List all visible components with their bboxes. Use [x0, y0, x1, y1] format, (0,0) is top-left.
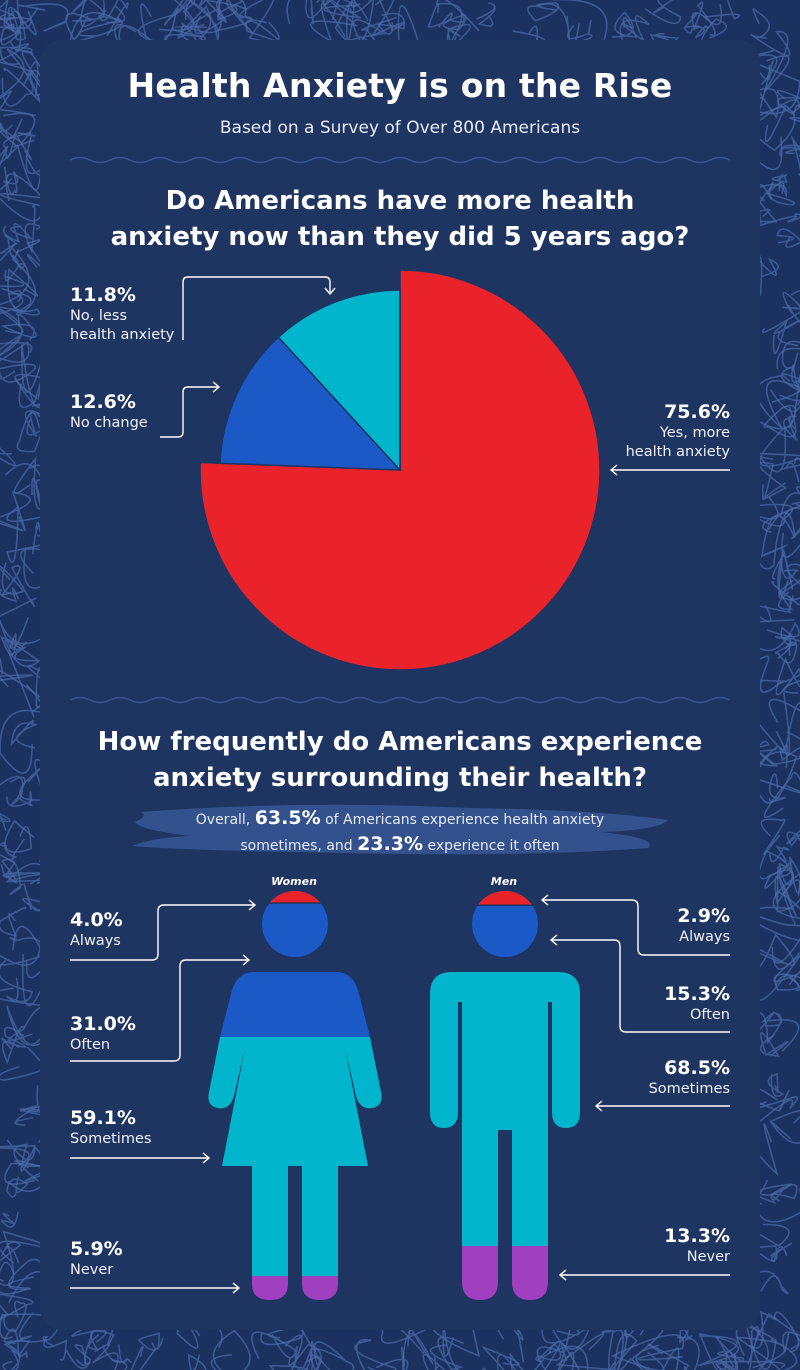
pie-category-no-less-line1: No, less: [70, 308, 127, 324]
pie-arrowhead-no-change: [212, 381, 221, 393]
pie-label-no-change: 12.6% No change: [70, 390, 148, 433]
pie-label-no-less: 11.8% No, less health anxiety: [70, 283, 174, 345]
men-never-category: Never: [686, 1249, 730, 1265]
pie-callout-no-change: [160, 386, 218, 438]
women-sometimes-category: Sometimes: [70, 1131, 152, 1147]
pie-question-line1: Do Americans have more health: [165, 186, 635, 216]
overall-summary: Overall, 63.5% of Americans experience h…: [0, 806, 800, 858]
men-always-callout-arrowhead: [540, 894, 549, 906]
infographic-card: [40, 40, 760, 1330]
men-sometimes-callout-arrowhead: [594, 1100, 603, 1112]
women-never-label: 5.9% Never: [70, 1237, 123, 1280]
women-sometimes-callout-arrowhead: [202, 1152, 211, 1164]
women-sometimes-value: 59.1%: [70, 1107, 136, 1129]
women-never-segment-right: [302, 1276, 338, 1300]
page-subtitle: Based on a Survey of Over 800 Americans: [219, 118, 581, 138]
men-never-segment-left: [462, 1246, 498, 1300]
pie-category-no-change: No change: [70, 415, 148, 431]
men-head: [472, 891, 538, 957]
men-leg-gap: [498, 1130, 512, 1250]
women-never-category: Never: [70, 1262, 114, 1278]
frequency-question-line1: How frequently do Americans experience: [97, 727, 703, 757]
overall-value-sometimes: 63.5%: [254, 807, 321, 829]
pie-question: Do Americans have more health anxiety no…: [0, 183, 800, 255]
pie-value-yes-more: 75.6%: [664, 401, 730, 423]
men-never-segment-right: [512, 1246, 548, 1300]
women-often-callout: [70, 959, 248, 1062]
men-sometimes-category: Sometimes: [648, 1081, 730, 1097]
pie-arrowhead-no-less: [324, 287, 336, 296]
wave-divider-top: [69, 156, 731, 164]
men-always-category: Always: [679, 929, 730, 945]
men-figure: [430, 891, 580, 1300]
men-often-callout: [552, 939, 730, 1033]
men-often-value: 15.3%: [664, 983, 730, 1005]
men-always-label: 2.9% Always: [600, 904, 730, 947]
women-head: [262, 891, 328, 957]
women-often-callout-arrowhead: [242, 954, 251, 966]
pie-category-yes-more-line2: health anxiety: [625, 444, 730, 460]
women-always-value: 4.0%: [70, 909, 123, 931]
women-often-label: 31.0% Often: [70, 1012, 136, 1055]
women-left-leg: [252, 1160, 288, 1276]
women-always-category: Always: [70, 933, 121, 949]
women-always-callout-arrowhead: [248, 899, 257, 911]
women-always-label: 4.0% Always: [70, 908, 123, 951]
men-never-label: 13.3% Never: [600, 1224, 730, 1267]
women-often-value: 31.0%: [70, 1013, 136, 1035]
overall-text-3: sometimes, and: [240, 838, 358, 854]
women-always-segment: [262, 891, 328, 904]
page-title: Health Anxiety is on the Rise: [127, 66, 673, 105]
men-always-callout: [543, 899, 730, 956]
overall-value-often: 23.3%: [357, 833, 424, 855]
men-sometimes-value: 68.5%: [664, 1057, 730, 1079]
men-often-label: 15.3% Often: [600, 982, 730, 1025]
pie-slice-no-less: [277, 289, 401, 472]
pie-label-yes-more: 75.6% Yes, more health anxiety: [560, 400, 730, 462]
women-often-segment: [220, 972, 370, 1037]
men-often-category: Often: [689, 1007, 730, 1023]
men-always-segment: [472, 891, 538, 906]
frequency-question: How frequently do Americans experience a…: [0, 724, 800, 796]
pie-callout-no-less: [182, 276, 331, 340]
men-never-value: 13.3%: [664, 1225, 730, 1247]
men-often-callout-arrowhead: [549, 934, 558, 946]
overall-text-2: of Americans experience health anxiety: [320, 812, 605, 828]
pie-question-line2: anxiety now than they did 5 years ago?: [110, 222, 690, 252]
women-sometimes-segment: [208, 1037, 382, 1166]
women-figure: [208, 891, 382, 1300]
pie-chart: [160, 269, 730, 671]
men-sometimes-label: 68.5% Sometimes: [600, 1056, 730, 1099]
men-sometimes-segment: [430, 972, 580, 1246]
overall-text-4: experience it often: [423, 838, 560, 854]
women-often-category: Often: [70, 1037, 111, 1053]
men-figure-label: Men: [490, 875, 518, 888]
men-never-callout-arrowhead: [558, 1269, 567, 1281]
men-always-value: 2.9%: [677, 905, 730, 927]
pie-arrowhead-yes-more: [609, 464, 618, 476]
women-figure-label: Women: [271, 875, 317, 888]
callout-arrows: [70, 894, 730, 1294]
pie-slice-no-change: [219, 336, 402, 471]
wave-divider-middle: [69, 696, 731, 704]
women-never-value: 5.9%: [70, 1238, 123, 1260]
frequency-question-line2: anxiety surrounding their health?: [153, 763, 647, 793]
pie-value-no-change: 12.6%: [70, 391, 136, 413]
women-right-leg: [302, 1160, 338, 1276]
women-always-callout: [70, 904, 254, 961]
women-sometimes-label: 59.1% Sometimes: [70, 1106, 151, 1149]
pie-category-no-less-line2: health anxiety: [70, 327, 175, 343]
pie-category-yes-more-line1: Yes, more: [659, 425, 730, 441]
women-never-segment-left: [252, 1276, 288, 1300]
women-never-callout-arrowhead: [232, 1282, 241, 1294]
pie-value-no-less: 11.8%: [70, 284, 136, 306]
overall-text-1: Overall,: [195, 812, 255, 828]
